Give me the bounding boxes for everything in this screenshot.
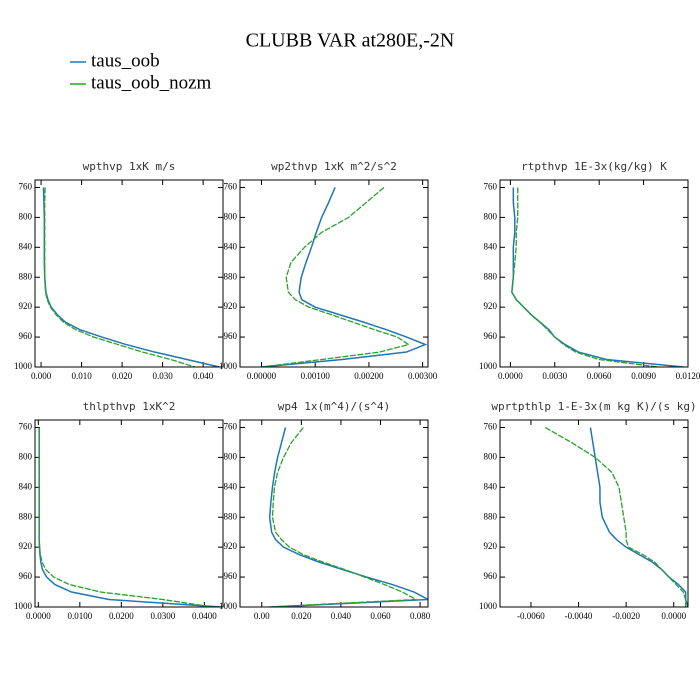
- x-tick-label: 0.080: [410, 611, 431, 621]
- series-line: [544, 426, 687, 607]
- x-tick-label: -0.0040: [565, 611, 593, 621]
- x-tick-label: 0.00: [254, 611, 270, 621]
- x-tick-label: 0.0000: [661, 611, 686, 621]
- y-tick-label: 840: [224, 481, 238, 491]
- x-tick-label: -0.0020: [612, 611, 640, 621]
- series-line: [589, 427, 688, 607]
- x-tick-label: 0.020: [112, 371, 133, 381]
- x-tick-label: 0.040: [331, 611, 352, 621]
- plot-frame: [34, 179, 224, 368]
- y-tick-label: 800: [224, 451, 238, 461]
- panel-title: wprtpthlp 1-E-3x(m kg K)/(s kg): [491, 400, 696, 413]
- x-tick-label: 0.0000: [498, 371, 523, 381]
- y-tick-label: 1000: [14, 361, 33, 371]
- y-tick-label: 760: [19, 182, 33, 192]
- y-tick-label: 840: [484, 241, 498, 251]
- y-tick-label: 960: [19, 331, 33, 341]
- y-tick-label: 960: [484, 331, 498, 341]
- y-tick-label: 880: [484, 511, 498, 521]
- x-tick-label: 0.0030: [542, 371, 567, 381]
- x-tick-label: 0.00300: [408, 371, 438, 381]
- y-tick-label: 960: [484, 571, 498, 581]
- y-tick-label: 840: [19, 241, 33, 251]
- y-tick-label: 760: [19, 422, 33, 432]
- y-tick-label: 840: [224, 241, 238, 251]
- y-tick-label: 960: [224, 331, 238, 341]
- y-tick-label: 920: [484, 541, 498, 551]
- x-tick-label: -0.0060: [517, 611, 545, 621]
- y-tick-label: 840: [19, 481, 33, 491]
- x-tick-label: 0.0400: [192, 611, 217, 621]
- plot-frame: [499, 419, 689, 608]
- y-tick-label: 920: [224, 301, 238, 311]
- y-tick-label: 880: [484, 271, 498, 281]
- y-tick-label: 1000: [219, 601, 238, 611]
- x-tick-label: 0.000: [31, 371, 52, 381]
- x-tick-label: 0.0120: [676, 371, 700, 381]
- x-tick-label: 0.0060: [587, 371, 612, 381]
- y-tick-label: 880: [224, 271, 238, 281]
- panel-title: rtpthvp 1E-3x(kg/kg) K: [521, 160, 667, 173]
- figure-title: CLUBB VAR at280E,-2N: [246, 30, 455, 52]
- y-tick-label: 800: [19, 451, 33, 461]
- y-tick-label: 1000: [479, 361, 498, 371]
- y-tick-label: 880: [19, 511, 33, 521]
- x-tick-label: 0.040: [193, 371, 214, 381]
- y-tick-label: 800: [19, 211, 33, 221]
- x-tick-label: 0.0090: [631, 371, 656, 381]
- y-tick-label: 1000: [479, 601, 498, 611]
- y-tick-label: 840: [484, 481, 498, 491]
- series-line: [268, 427, 428, 607]
- y-tick-label: 880: [19, 271, 33, 281]
- y-tick-label: 1000: [14, 601, 33, 611]
- x-tick-label: 0.0100: [67, 611, 92, 621]
- y-tick-label: 920: [19, 541, 33, 551]
- y-tick-label: 800: [484, 451, 498, 461]
- series-line: [261, 186, 411, 367]
- panel-title: thlpthvp 1xK^2: [83, 400, 176, 413]
- y-tick-label: 760: [484, 422, 498, 432]
- panel-title: wpthvp 1xK m/s: [83, 160, 176, 173]
- series-line: [511, 187, 659, 367]
- y-tick-label: 760: [224, 182, 238, 192]
- plot-frame: [239, 179, 429, 368]
- y-tick-label: 800: [484, 211, 498, 221]
- y-tick-label: 760: [484, 182, 498, 192]
- y-tick-label: 920: [19, 301, 33, 311]
- plot-frame: [34, 419, 224, 608]
- y-tick-label: 1000: [219, 361, 238, 371]
- series-line: [261, 187, 428, 367]
- y-tick-label: 960: [224, 571, 238, 581]
- x-tick-label: 0.030: [153, 371, 174, 381]
- series-line: [267, 427, 419, 607]
- series-line: [44, 187, 196, 367]
- legend-label: taus_oob: [91, 50, 160, 71]
- x-tick-label: 0.00200: [354, 371, 384, 381]
- x-tick-label: 0.00000: [247, 371, 277, 381]
- panel-title: wp2thvp 1xK m^2/s^2: [271, 160, 397, 173]
- x-tick-label: 0.0000: [26, 611, 51, 621]
- x-tick-label: 0.0300: [150, 611, 175, 621]
- plot-frame: [239, 419, 429, 608]
- y-tick-label: 800: [224, 211, 238, 221]
- y-tick-label: 960: [19, 571, 33, 581]
- series-line: [38, 427, 213, 607]
- x-tick-label: 0.010: [71, 371, 92, 381]
- y-tick-label: 880: [224, 511, 238, 521]
- x-tick-label: 0.0200: [109, 611, 134, 621]
- y-tick-label: 760: [224, 422, 238, 432]
- y-tick-label: 920: [224, 541, 238, 551]
- x-tick-label: 0.060: [370, 611, 391, 621]
- x-tick-label: 0.020: [291, 611, 312, 621]
- panel-title: wp4 1x(m^4)/(s^4): [278, 400, 391, 413]
- legend-label: taus_oob_nozm: [91, 72, 212, 93]
- plot-frame: [499, 179, 689, 368]
- x-tick-label: 0.00100: [301, 371, 331, 381]
- y-tick-label: 920: [484, 301, 498, 311]
- series-line: [511, 187, 684, 367]
